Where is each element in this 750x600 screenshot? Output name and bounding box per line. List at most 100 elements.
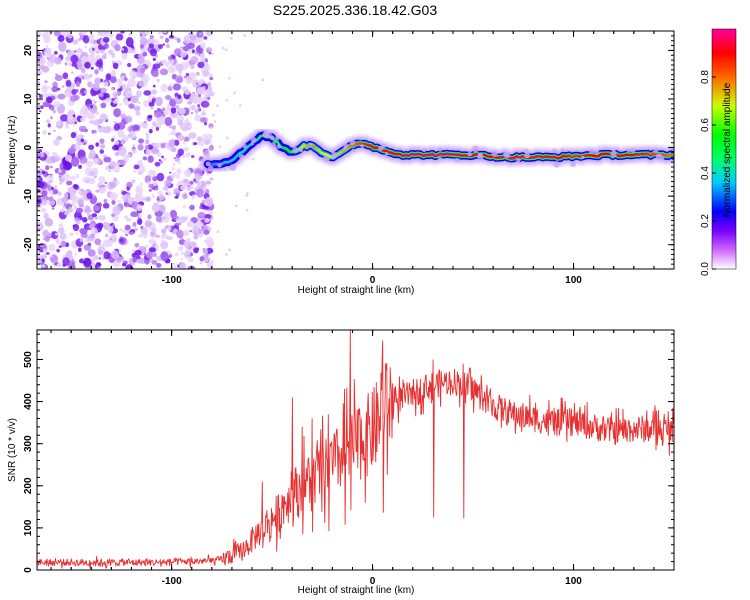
spectrogram-noise-blob [148,188,152,192]
snr-y-ticks: 0 100 200 300 400 500 [23,330,675,573]
spectrogram-noise-blob [168,171,172,174]
spectrogram-noise-blob [92,119,101,126]
spectrogram-noise-blob [103,31,109,34]
x-tick-label: 0 [370,576,376,587]
spectrogram-noise-blob [129,153,133,157]
spectrogram-noise-blob [72,183,79,189]
spectrogram-noise-blob [53,51,58,55]
spectrogram-noise-blob [207,97,211,100]
spectrogram-ridge-speckle [299,148,304,153]
spectrogram-noise-blob [83,90,87,94]
spectrogram-noise-blob [140,226,148,235]
spectrogram-noise-blob [111,199,116,205]
spectrogram-ridge-speckle [322,155,330,162]
spectrogram-noise-blob [155,96,163,107]
spectrogram-noise-blob [60,240,67,248]
spectrogram-noise-blob [198,229,203,234]
spectrogram-noise-blob [47,132,51,135]
spectrogram-noise-blob [143,90,152,96]
spectrogram-noise-blob [150,231,156,237]
spectrogram-noise-blob [67,114,74,124]
spectrogram-ridge-speckle [242,143,247,149]
spectrogram-noise-blob [41,84,49,93]
spectrogram-noise-blob [196,136,203,142]
spectrogram-noise-blob [67,34,73,39]
spectrogram-noise-blob [163,157,168,162]
spectrogram-noise-blob [145,196,151,202]
spectrogram-noise-blob [46,174,54,182]
spectrogram-noise-blob [91,213,98,218]
spectrogram-noise-blob [132,143,135,148]
spectrogram-noise-blob [187,48,193,54]
spectrogram-noise-blob [45,119,51,123]
spectrogram-noise-blob [80,67,86,74]
spectrogram-noise-blob [85,179,90,184]
spectrogram-noise-blob [105,97,112,102]
spectrogram-noise-blob [74,121,77,125]
spectrogram-noise-blob [160,59,168,65]
spectrogram-noise-blob [171,73,177,80]
spectrogram-noise-blob [78,32,82,36]
spectrogram-noise-blob [172,96,176,100]
spectrogram-noise-blob [184,89,191,95]
spectrogram-noise-blob [100,87,107,94]
spectrogram-ridge-speckle [331,148,336,153]
spectrogram-noise-blob [74,252,78,256]
spectrogram-noise-blob [50,116,53,120]
spectrogram-noise-blob [155,126,160,131]
spectrogram-noise-blob [149,35,154,40]
spectrogram-noise-blob [208,52,212,55]
spectrogram-noise-blob [148,128,153,134]
spectrogram-noise-blob [208,91,215,97]
spectrogram-noise-blob [98,176,106,184]
spectrogram-noise-blob [204,217,210,223]
spectrogram-noise-blob [139,182,144,186]
spectrogram-noise-blob [144,145,150,150]
spectrogram-ridge-speckle [437,156,442,161]
spectrogram-noise-blob [115,33,124,41]
spectrogram-noise-blob [107,225,114,234]
spectrogram-noise-blob [67,61,73,67]
spectrogram-ridge-speckle [276,144,282,149]
spectrogram-noise-blob [157,31,162,35]
spectrogram-noise-blob [42,248,47,253]
spectrogram-noise-blob [173,265,177,269]
spectrogram-noise-blob [47,86,51,89]
spectrogram-noise-blob [189,34,198,41]
spectrogram-noise-blob [144,220,152,228]
spectrogram-noise-blob [185,72,190,77]
spectrogram-noise-blob [125,88,133,98]
spectrogram-noise-blob [99,149,105,154]
spectrogram-noise-blob [243,34,246,37]
spectrogram-noise-blob [121,46,128,55]
spectrogram-noise-blob [225,253,228,256]
spectrogram-noise-blob [95,189,100,193]
spectrogram-noise-blob [183,251,191,259]
spectrogram-noise-blob [92,194,96,198]
colorbar: 0.0 0.2 0.4 0.6 0.8 Normalized spectral ampl… [700,28,737,276]
spectrogram-noise-blob [110,250,119,259]
snr-y-axis-title: SNR (10 * v/v) [7,418,18,482]
spectrogram-noise-blob [134,243,140,248]
x-tick-label: 100 [565,576,582,587]
spectrogram-noise-blob [209,144,214,151]
spectrogram-noise-blob [54,56,62,65]
spectrogram-noise-blob [94,264,98,269]
spectrogram-noise-blob [160,142,166,149]
spectrogram-ridge-speckle [351,148,356,153]
spectrogram-noise-blob [143,252,147,256]
spectrogram-noise-blob [54,74,63,82]
spectrogram-noise-blob [98,257,102,260]
spectrogram-noise-blob [134,195,141,203]
spectrogram-noise-blob [161,239,166,243]
spectrogram-noise-blob [151,126,155,129]
spectrogram-noise-blob [138,81,144,87]
spectrogram-noise-blob [160,233,168,239]
spectrogram-noise-blob [190,64,195,70]
spectrogram-noise-blob [194,109,199,114]
spectrogram-noise-blob [71,195,80,204]
spectrogram-noise-blob [197,104,201,107]
spectrogram-noise-blob [142,197,146,201]
spectrogram-noise-blob [187,257,194,263]
y-tick-label: -10 [23,188,34,203]
